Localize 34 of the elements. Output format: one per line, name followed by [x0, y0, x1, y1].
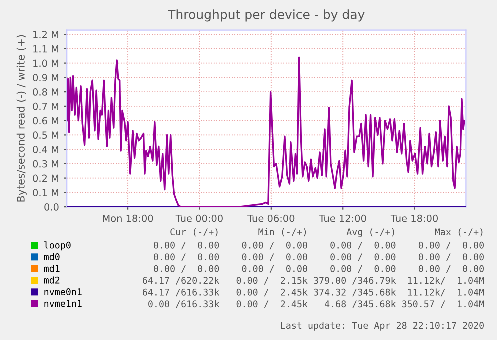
- y-tick-label: 0.8 M: [33, 88, 59, 96]
- x-tick-label: Mon 18:00: [103, 214, 154, 222]
- text: 0.00 / 0.00 0.00 / 0.00 0.00 / 0.00 0.00 / 0.00: [154, 242, 484, 250]
- y-tick-label: 0.3 M: [33, 160, 59, 168]
- y-tick-label: 0.0: [44, 204, 59, 211]
- legend-label: md0: [44, 253, 60, 260]
- chart-title: Throughput per device - by day: [168, 10, 365, 22]
- text: Last update: Tue Apr 28 22:10:17 2020: [281, 322, 484, 331]
- legend-label: nvme1n1: [44, 300, 82, 308]
- y-tick-label: 0.1 M: [33, 189, 59, 197]
- text: 64.17 /620.22k 0.00 / 2.15k 379.00 /346.79k 11.12k/ 1.04M: [143, 277, 484, 285]
- y-tick-label: 1.1 M: [34, 46, 59, 53]
- legend-label: loop0: [44, 242, 71, 251]
- y-tick-label: 0.6 M: [33, 117, 59, 125]
- y-tick-label: 0.2 M: [33, 174, 59, 182]
- text: 0.00 / 0.00 0.00 / 0.00 0.00 / 0.00 0.00 / 0.00: [154, 254, 484, 262]
- text: 0.00 /616.33k 0.00 / 2.45k 4.68 /345.68k 350.57 / 1.04M: [148, 300, 484, 308]
- text: 64.17 /616.33k 0.00 / 2.45k 374.32 /345.68k 11.12k/ 1.04M: [143, 288, 484, 297]
- y-tick-label: 0.4 M: [33, 146, 59, 154]
- y-tick-label: 1.0 M: [34, 60, 59, 68]
- x-tick-label: Tue 12:00: [319, 214, 366, 222]
- y-axis-title: Bytes/second read (-) / write (+): [16, 35, 27, 202]
- y-tick-label: 1.2 M: [34, 31, 59, 38]
- legend-label: md2: [44, 276, 60, 284]
- x-tick-label: Tue 06:00: [248, 214, 295, 222]
- text: Cur (-/+) Min (-/+) Avg (-/+) Max (-/+): [170, 228, 483, 238]
- legend-label: nvme0n1: [44, 288, 82, 296]
- x-tick-label: Tue 18:00: [390, 214, 438, 222]
- text: 0.00 / 0.00 0.00 / 0.00 0.00 / 0.00 0.00 / 0.00: [154, 265, 484, 274]
- y-tick-label: 0.5 M: [33, 132, 59, 140]
- y-tick-label: 0.7 M: [33, 102, 59, 110]
- x-tick-label: Tue 00:00: [176, 214, 223, 222]
- legend-label: md1: [44, 265, 60, 272]
- y-tick-label: 0.9 M: [33, 74, 59, 82]
